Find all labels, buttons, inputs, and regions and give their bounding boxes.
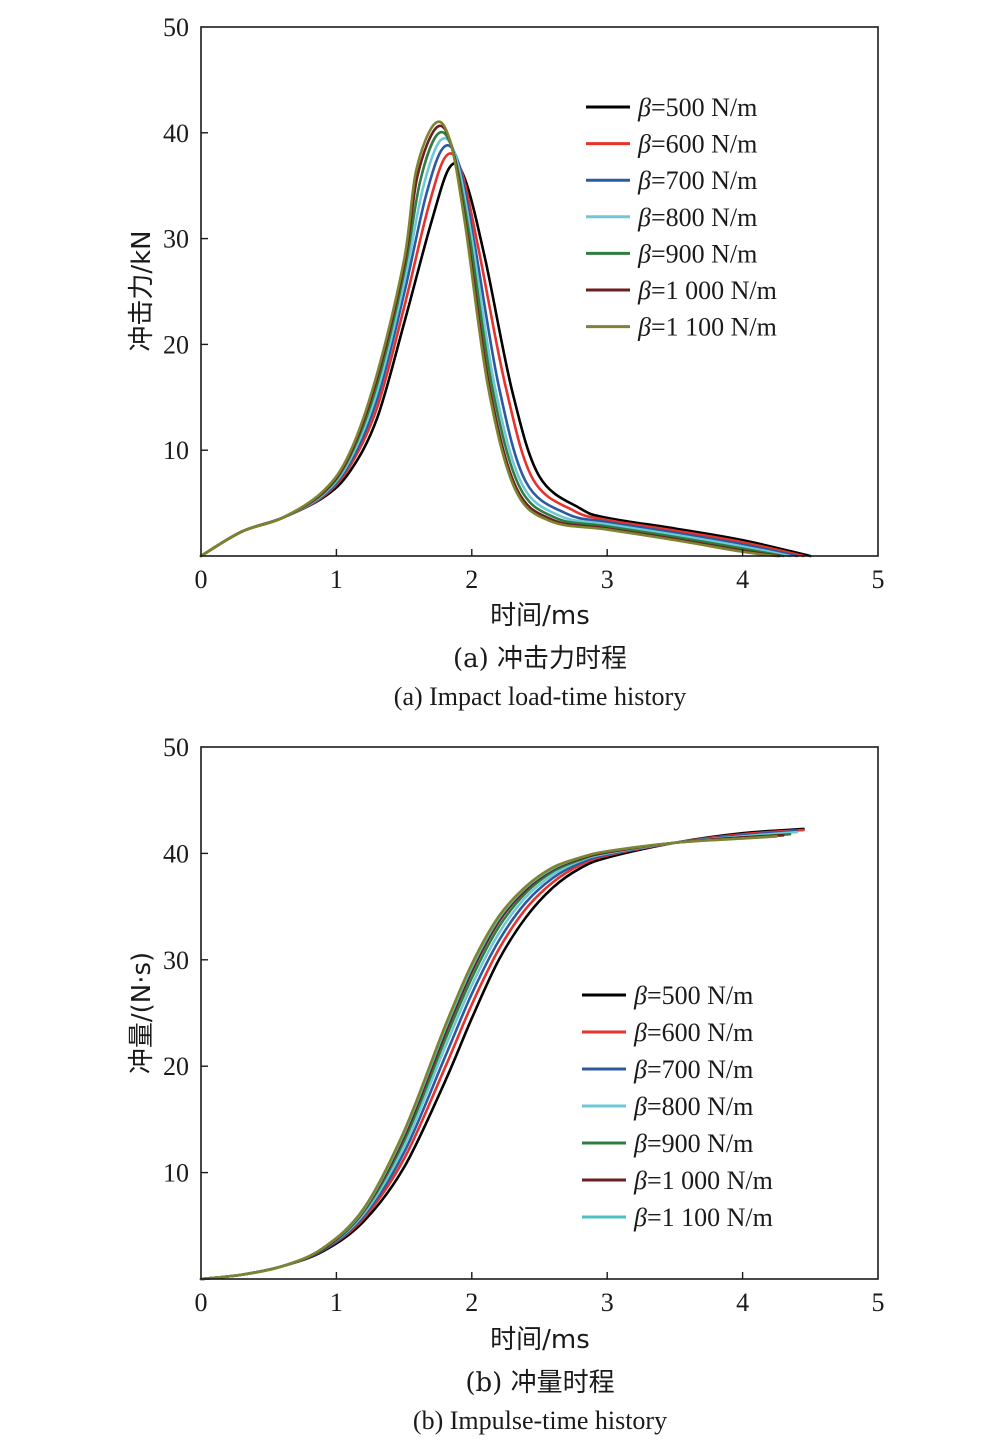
legend-beta-value: =900 N/m	[647, 1129, 753, 1158]
legend-beta-symbol: β	[633, 1129, 647, 1158]
y-tick-label-b: 10	[163, 1159, 189, 1188]
legend-beta-value: =500 N/m	[651, 93, 757, 122]
legend-beta-symbol: β	[633, 1092, 647, 1121]
legend-beta-value: =600 N/m	[651, 130, 757, 159]
legend-label-a-0: β=500 N/m	[637, 93, 757, 122]
legend-beta-symbol: β	[637, 203, 651, 232]
legend-label-b-4: β=900 N/m	[633, 1129, 753, 1158]
legend-beta-value: =1 100 N/m	[647, 1203, 773, 1232]
legend-label-b-6: β=1 100 N/m	[633, 1203, 773, 1232]
x-tick-label-b: 2	[465, 1288, 478, 1317]
caption-en-a: (a) Impact load-time history	[394, 682, 686, 711]
series-line-a-6	[199, 120, 778, 558]
legend-label-a-2: β=700 N/m	[637, 166, 757, 195]
x-tick-label-a: 1	[330, 565, 343, 594]
legend-beta-symbol: β	[637, 276, 651, 305]
legend-label-a-6: β=1 100 N/m	[637, 313, 777, 342]
y-tick-label-b: 50	[163, 733, 189, 762]
y-tick-label-a: 30	[163, 225, 189, 254]
legend-beta-symbol: β	[637, 130, 651, 159]
series-line-a-3	[199, 136, 792, 558]
series-line-b-7	[199, 835, 778, 1281]
plot-frame-b	[200, 746, 879, 1280]
x-tick-label-a: 4	[736, 565, 749, 594]
plot-area-b	[199, 827, 805, 1281]
legend-beta-value: =700 N/m	[651, 166, 757, 195]
plot-frame-a	[200, 26, 879, 557]
legend-beta-value: =900 N/m	[651, 239, 757, 268]
axis-ticks-a: 0 1 2 3 4 5 10 20 30 40 50	[163, 13, 885, 594]
x-tick-label-a: 3	[601, 565, 614, 594]
legend-beta-symbol: β	[633, 981, 647, 1010]
x-axis-label-a: 时间/ms	[490, 601, 590, 631]
legend-beta-value: =1 000 N/m	[647, 1166, 773, 1195]
y-tick-label-b: 20	[163, 1052, 189, 1081]
legend-beta-symbol: β	[637, 239, 651, 268]
legend-beta-value: =500 N/m	[647, 981, 753, 1010]
legend-label-b-2: β=700 N/m	[633, 1055, 753, 1084]
legend-beta-value: =600 N/m	[647, 1018, 753, 1047]
y-axis-label-a: 冲击力/kN	[127, 230, 157, 351]
legend-label-a-1: β=600 N/m	[637, 130, 757, 159]
y-tick-label-b: 40	[163, 839, 189, 868]
x-tick-label-a: 2	[465, 565, 478, 594]
x-tick-label-b: 0	[195, 1288, 208, 1317]
legend-beta-value: =800 N/m	[651, 203, 757, 232]
legend-b: β=500 N/mβ=600 N/mβ=700 N/mβ=800 N/mβ=90…	[582, 981, 773, 1232]
y-tick-label-a: 10	[163, 436, 189, 465]
legend-label-a-4: β=900 N/m	[637, 239, 757, 268]
y-tick-label-b: 30	[163, 946, 189, 975]
y-tick-label-a: 40	[163, 119, 189, 148]
x-tick-label-a: 5	[872, 565, 885, 594]
legend-label-a-5: β=1 000 N/m	[637, 276, 777, 305]
legend-beta-value: =800 N/m	[647, 1092, 753, 1121]
legend-a: β=500 N/mβ=600 N/mβ=700 N/mβ=800 N/mβ=90…	[586, 93, 777, 342]
x-axis-label-b: 时间/ms	[490, 1325, 590, 1355]
legend-label-b-1: β=600 N/m	[633, 1018, 753, 1047]
axis-ticks-b: 0 1 2 3 4 5 10 20 30 40 50	[163, 733, 885, 1317]
caption-cn-a: (a) 冲击力时程	[453, 644, 627, 674]
legend-beta-symbol: β	[633, 1203, 647, 1232]
legend-beta-symbol: β	[637, 93, 651, 122]
legend-beta-symbol: β	[633, 1055, 647, 1084]
legend-label-b-0: β=500 N/m	[633, 981, 753, 1010]
plot-area-a	[199, 120, 812, 558]
legend-beta-value: =1 000 N/m	[651, 276, 777, 305]
caption-cn-b: (b) 冲量时程	[465, 1368, 614, 1398]
x-tick-label-b: 3	[601, 1288, 614, 1317]
legend-label-a-3: β=800 N/m	[637, 203, 757, 232]
legend-beta-symbol: β	[637, 313, 651, 342]
legend-beta-value: =1 100 N/m	[651, 313, 777, 342]
y-tick-label-a: 20	[163, 330, 189, 359]
legend-beta-symbol: β	[633, 1166, 647, 1195]
legend-beta-symbol: β	[637, 166, 651, 195]
x-tick-label-b: 5	[872, 1288, 885, 1317]
x-tick-label-b: 4	[736, 1288, 749, 1317]
legend-label-b-5: β=1 000 N/m	[633, 1166, 773, 1195]
x-tick-label-a: 0	[195, 565, 208, 594]
x-tick-label-b: 1	[330, 1288, 343, 1317]
caption-en-b: (b) Impulse-time history	[413, 1406, 667, 1435]
legend-label-b-3: β=800 N/m	[633, 1092, 753, 1121]
legend-beta-symbol: β	[633, 1018, 647, 1047]
y-tick-label-a: 50	[163, 13, 189, 42]
y-axis-label-b: 冲量/(N·s)	[127, 952, 157, 1074]
legend-beta-value: =700 N/m	[647, 1055, 753, 1084]
